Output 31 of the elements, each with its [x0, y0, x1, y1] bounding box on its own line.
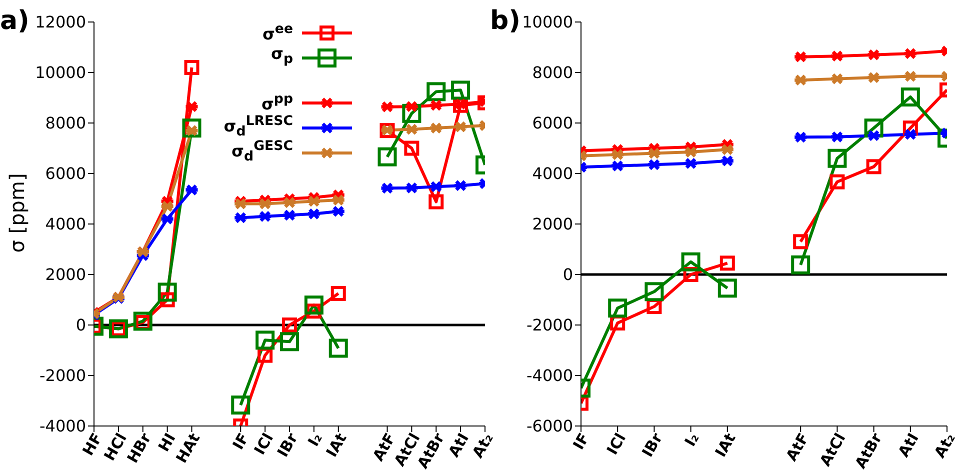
y-tick-label: 10000	[522, 12, 573, 32]
y-tick-label: 0	[562, 265, 573, 284]
y-tick-label: 0	[76, 316, 86, 335]
x-tick-label: ICl	[603, 430, 630, 458]
legend-label: σ$^{ee}$	[262, 22, 293, 44]
legend-label: σ$_{p}$	[270, 44, 293, 69]
y-tick-label: -4000	[526, 366, 573, 386]
x-tick-label: I₂	[681, 430, 703, 450]
y-tick-label: 8000	[532, 63, 573, 82]
y-tick-label: -2000	[526, 316, 573, 335]
y-axis-title: σ [ppm]	[5, 173, 30, 253]
y-tick-label: 12000	[35, 12, 86, 32]
legend-label: σ$^{pp}$	[261, 92, 293, 114]
chart-title: a)	[0, 6, 30, 36]
x-tick-label: IAt	[712, 430, 740, 460]
y-tick-label: 6000	[532, 114, 573, 133]
y-tick-label: 4000	[532, 164, 573, 184]
y-tick-label: 8000	[45, 114, 86, 133]
x-tick-label: IBr	[638, 430, 667, 460]
y-tick-label: 4000	[45, 214, 86, 234]
y-tick-label: 2000	[532, 214, 573, 234]
x-tick-label: At₂	[930, 430, 960, 462]
chart-title: b)	[490, 6, 520, 36]
x-tick-label: HI	[154, 430, 180, 455]
y-tick-label: -4000	[40, 416, 86, 436]
y-tick-label: 6000	[45, 164, 86, 184]
x-tick-label: AtI	[894, 430, 922, 460]
y-tick-label: 2000	[45, 265, 86, 284]
x-tick-label: IF	[229, 430, 253, 453]
y-tick-label: 10000	[35, 63, 86, 82]
y-tick-label: -2000	[40, 366, 86, 386]
